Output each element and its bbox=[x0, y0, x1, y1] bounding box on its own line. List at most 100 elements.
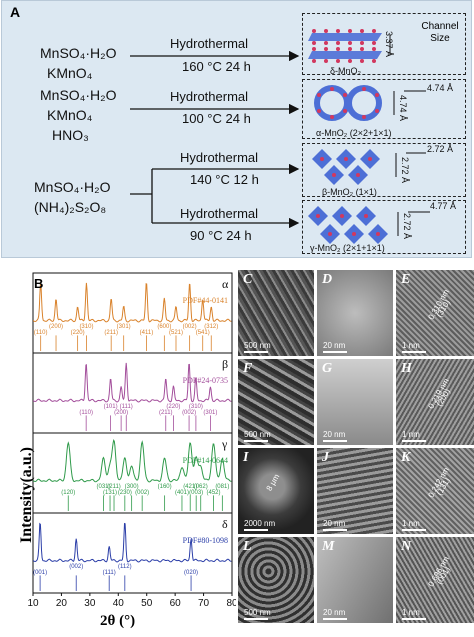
phase-symbol-label: γ bbox=[221, 437, 228, 451]
scale-bar bbox=[402, 618, 426, 620]
peak-hkl-label: (002) bbox=[135, 490, 149, 496]
peak-hkl-label: (120) bbox=[61, 490, 75, 496]
delta-structure-box bbox=[302, 13, 466, 75]
method-label: Hydrothermal bbox=[170, 89, 249, 104]
alpha-structure-box bbox=[302, 79, 466, 139]
scale-bar bbox=[244, 351, 268, 353]
peak-hkl-label: (411) bbox=[140, 330, 154, 336]
tem-panel-label: L bbox=[243, 539, 252, 554]
channel-size-value: 2.72 Å bbox=[427, 144, 454, 154]
scale-bar-label: 2000 nm bbox=[244, 519, 276, 528]
beta-mno2-structure-icon bbox=[312, 149, 426, 185]
tem-panel-label: M bbox=[322, 539, 335, 554]
x-axis-label: 2θ (°) bbox=[100, 613, 136, 629]
peak-hkl-label: (541) bbox=[196, 330, 210, 336]
tem-panel-label: I bbox=[243, 450, 249, 465]
peak-hkl-label: (200) bbox=[114, 410, 128, 416]
peak-hkl-label: (600) bbox=[157, 324, 171, 330]
x-tick-label: 80 bbox=[226, 598, 236, 609]
peak-hkl-label: (211) bbox=[104, 330, 118, 336]
tem-image-l: L 500 nm bbox=[238, 537, 314, 623]
scale-bar-label: 1 nm bbox=[402, 341, 420, 350]
peak-hkl-label: (300) bbox=[125, 484, 139, 490]
condition-label: 160 °C 24 h bbox=[182, 59, 251, 74]
method-label: Hydrothermal bbox=[180, 206, 259, 221]
panel-b-xrd: Intensity(a.u.) (110) (200) (220) (310) (211… bbox=[0, 268, 236, 637]
channel-size-value: 2.72 Å bbox=[402, 213, 412, 240]
peak-hkl-label: (131) bbox=[103, 490, 117, 496]
product-label: δ-MnO₂ bbox=[330, 66, 362, 76]
peak-hkl-label: (002) bbox=[182, 410, 196, 416]
phase-symbol-label: α bbox=[222, 277, 229, 291]
scale-bar bbox=[323, 618, 347, 620]
scale-bar-label: 20 nm bbox=[323, 519, 346, 528]
channel-size-value: 4.74 Å bbox=[427, 83, 454, 93]
xrd-trace-line bbox=[32, 282, 232, 323]
xrd-subplot-frame bbox=[32, 512, 233, 594]
phase-symbol-label: β bbox=[222, 357, 228, 371]
peak-hkl-label: (101) bbox=[104, 404, 118, 410]
x-tick-label: 70 bbox=[198, 598, 210, 609]
reaction-arrows bbox=[130, 50, 300, 229]
peak-hkl-label: (452) bbox=[207, 490, 221, 496]
gamma-mno2-structure-icon bbox=[308, 206, 430, 244]
peak-hkl-label: (001) bbox=[33, 570, 47, 576]
scale-bar bbox=[402, 440, 426, 442]
scale-bar-label: 1 nm bbox=[402, 519, 420, 528]
panel-a-synthesis-scheme: A MnSO₄·H₂O KMnO₄ Hydrothermal 160 °C 24… bbox=[1, 0, 472, 258]
peak-hkl-label: (111) bbox=[103, 570, 116, 576]
condition-label: 90 °C 24 h bbox=[190, 228, 252, 243]
scale-bar bbox=[323, 351, 347, 353]
peak-hkl-label: (401) bbox=[175, 490, 189, 496]
scale-bar-label: 20 nm bbox=[323, 430, 346, 439]
reagent: KMnO₄ bbox=[47, 65, 93, 81]
reagent: MnSO₄·H₂O bbox=[34, 179, 111, 195]
tem-image-m: M 20 nm bbox=[317, 537, 393, 623]
peak-hkl-label: (301) bbox=[117, 324, 131, 330]
peak-hkl-label: (211) bbox=[159, 410, 173, 416]
panel-b-label: B bbox=[34, 276, 44, 291]
tem-panel-label: C bbox=[243, 272, 253, 287]
tem-panel-label: N bbox=[401, 539, 412, 554]
condition-label: 140 °C 12 h bbox=[190, 172, 259, 187]
peak-hkl-label: (003) bbox=[189, 490, 203, 496]
scale-bar bbox=[244, 440, 268, 442]
xrd-chart: (110)(200)(220)(310)(211)(301)(411)(600)… bbox=[27, 272, 236, 609]
peak-hkl-label: (220) bbox=[71, 330, 85, 336]
peak-hkl-label: (031) bbox=[96, 484, 110, 490]
method-label: Hydrothermal bbox=[170, 36, 249, 51]
channel-size-value: 3.37 Å bbox=[384, 31, 394, 58]
x-tick-label: 50 bbox=[141, 598, 153, 609]
crystal-structures bbox=[308, 29, 430, 244]
tem-image-i: I 2000 nm 8 μm bbox=[238, 448, 314, 534]
tem-image-grid: C 500 nm D 20 nm E 1 nm 0.310 nm (310) F 500 nm G 2… bbox=[238, 270, 474, 628]
peak-hkl-label: (020) bbox=[184, 570, 198, 576]
peak-hkl-label: (112) bbox=[118, 564, 132, 570]
peak-hkl-label: (111) bbox=[120, 404, 133, 410]
channel-size-value: 4.77 Å bbox=[430, 201, 457, 211]
tem-panel-label: E bbox=[401, 272, 411, 287]
peak-hkl-label: (310) bbox=[79, 324, 93, 330]
peak-hkl-label: (160) bbox=[158, 484, 172, 490]
peak-hkl-label: (421) bbox=[183, 484, 197, 490]
x-tick-label: 60 bbox=[170, 598, 182, 609]
method-label: Hydrothermal bbox=[180, 150, 259, 165]
xrd-trace-line bbox=[32, 522, 232, 563]
tem-panel-label: H bbox=[401, 361, 412, 376]
reagent: KMnO₄ bbox=[47, 107, 93, 123]
x-tick-label: 30 bbox=[84, 598, 96, 609]
peak-hkl-label: (002) bbox=[183, 324, 197, 330]
xrd-subplot-frame bbox=[32, 272, 233, 354]
lattice-spacing-label: 8 μm bbox=[264, 472, 282, 493]
scale-bar bbox=[402, 351, 426, 353]
tem-image-j: J 20 nm bbox=[317, 448, 393, 534]
reagent: MnSO₄·H₂O bbox=[40, 87, 117, 103]
peak-hkl-label: (230) bbox=[118, 490, 132, 496]
condition-label: 100 °C 24 h bbox=[182, 111, 251, 126]
channel-size-value: 4.74 Å bbox=[398, 95, 408, 122]
phase-symbol-label: δ bbox=[222, 517, 228, 531]
scale-bar-label: 1 nm bbox=[402, 430, 420, 439]
